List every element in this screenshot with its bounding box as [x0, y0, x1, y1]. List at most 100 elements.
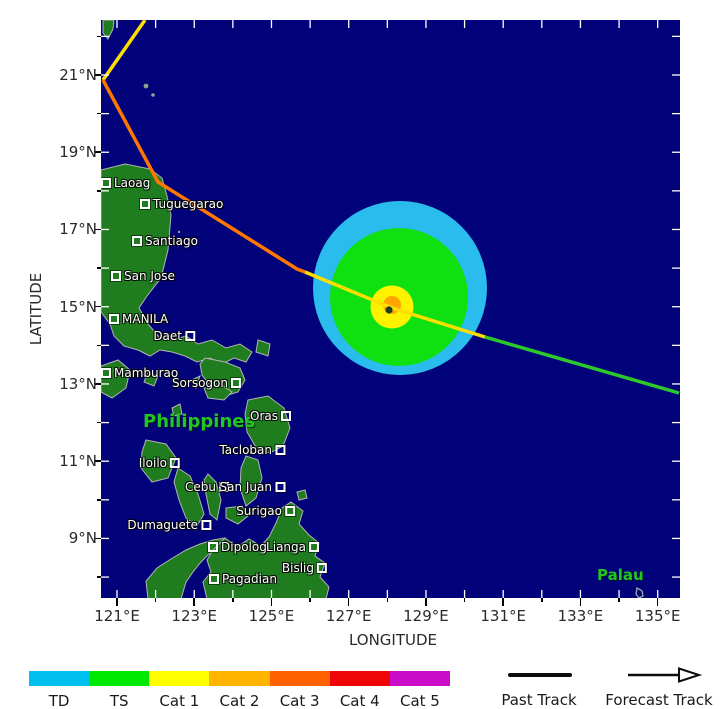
x-outer-tick [463, 598, 466, 602]
y-outer-tick [94, 383, 101, 385]
x-outer-tick [193, 598, 195, 606]
x-tick-label: 133°E [557, 607, 604, 625]
past-track-label: Past Track [501, 691, 577, 709]
city-name: San Jose [124, 269, 175, 283]
city-square-icon [208, 573, 220, 585]
y-tick-label: 15°N [59, 297, 97, 316]
city-name: Laoag [114, 176, 151, 190]
colorbar-category-label: Cat 1 [159, 692, 200, 709]
city-label: Iloilo [138, 456, 181, 470]
colorbar-segment [89, 671, 150, 686]
city-name: Iloilo [138, 456, 167, 470]
city-square-icon [139, 198, 151, 210]
track-segment [484, 335, 680, 395]
colorbar-category-label: Cat 2 [219, 692, 260, 709]
city-label: Cebu [185, 481, 230, 493]
y-axis-title: LATITUDE [27, 272, 45, 346]
y-outer-tick [94, 228, 101, 231]
x-tick-label: 121°E [94, 607, 140, 625]
x-tick-label: 127°E [325, 607, 372, 625]
city-name: Oras [250, 409, 278, 423]
city-square-icon [308, 541, 320, 553]
x-tick-label: 129°E [403, 607, 449, 625]
colorbar-segment [29, 671, 90, 686]
storm-center-marker [385, 306, 393, 314]
x-tick-label: 123°E [171, 607, 218, 625]
city-square-icon [200, 519, 212, 531]
storm-wind-radii [313, 201, 487, 375]
forecast-track-arrow-icon [628, 667, 703, 683]
masbate-island [203, 383, 233, 401]
y-outer-tick [94, 74, 101, 76]
city-label: Daet [153, 329, 196, 343]
x-outer-tick [309, 598, 311, 602]
x-outer-tick [347, 598, 350, 606]
bohol-island [225, 505, 249, 525]
city-label: Tacloban [219, 444, 286, 456]
x-outer-tick [425, 598, 427, 606]
past-track-line-sample [508, 673, 572, 677]
leyte-island [239, 455, 263, 507]
y-outer-tick [97, 344, 101, 347]
city-square-icon [110, 270, 122, 282]
x-outer-tick [116, 598, 118, 606]
luzon-island [101, 163, 253, 365]
city-square-icon [101, 177, 112, 189]
city-square-icon [274, 444, 286, 456]
x-axis-title: LONGITUDE [348, 631, 438, 649]
y-tick-label: 17°N [59, 220, 97, 239]
palau-islet [635, 587, 644, 598]
storm-track [101, 20, 680, 395]
track-segment [101, 79, 306, 274]
catanduanes-island [255, 339, 271, 357]
x-outer-tick [270, 598, 273, 606]
city-label: Pagadian [208, 572, 277, 586]
y-outer-tick [94, 151, 101, 153]
colorbar-segment [329, 671, 391, 686]
map-graphics [101, 20, 680, 598]
city-name: Dumaguete [127, 518, 198, 532]
x-tick-label: 131°E [480, 607, 526, 625]
city-square-icon [280, 410, 292, 422]
city-name: Lianga [266, 540, 306, 554]
city-label: Laoag [101, 177, 150, 189]
city-name: Tuguegarao [153, 197, 224, 211]
x-outer-tick [541, 598, 543, 602]
x-tick-label: 135°E [634, 607, 681, 625]
colorbar-category-label: TD [48, 692, 70, 709]
city-label: Bislig [281, 561, 328, 575]
cebu-island [203, 473, 222, 521]
y-outer-tick [97, 576, 101, 578]
x-outer-tick [154, 598, 157, 602]
city-name: Bislig [281, 561, 314, 575]
colorbar-segment [269, 671, 330, 686]
y-tick-label: 19°N [59, 143, 97, 162]
y-outer-tick [94, 537, 101, 540]
taiwan-tip [102, 20, 115, 40]
y-outer-tick [97, 421, 101, 424]
x-outer-tick [656, 598, 659, 606]
colorbar-category-label: Cat 3 [279, 692, 320, 709]
city-square-icon [207, 541, 219, 553]
city-name: Daet [153, 329, 182, 343]
siargao-island [296, 489, 308, 501]
y-outer-tick [97, 112, 101, 115]
city-square-icon [316, 562, 328, 574]
colorbar-segment [389, 671, 451, 686]
city-label: San Juan [220, 481, 286, 493]
y-tick-label: 21°N [59, 66, 97, 84]
city-label: Tuguegarao [139, 197, 224, 211]
city-name: Pagadian [222, 572, 277, 586]
city-label: Mamburao [101, 367, 178, 379]
city-label: San Jose [110, 269, 175, 283]
marinduque-island [143, 371, 159, 387]
x-outer-tick [232, 598, 234, 602]
mindanao-island [202, 501, 330, 598]
burias-island [191, 375, 201, 390]
city-label: Dumaguete [127, 518, 212, 532]
babuyan-islet [143, 83, 149, 89]
city-name: Dipolog [221, 540, 267, 554]
forecast-track-label: Forecast Track [605, 691, 713, 709]
city-name: Mamburao [114, 366, 179, 380]
